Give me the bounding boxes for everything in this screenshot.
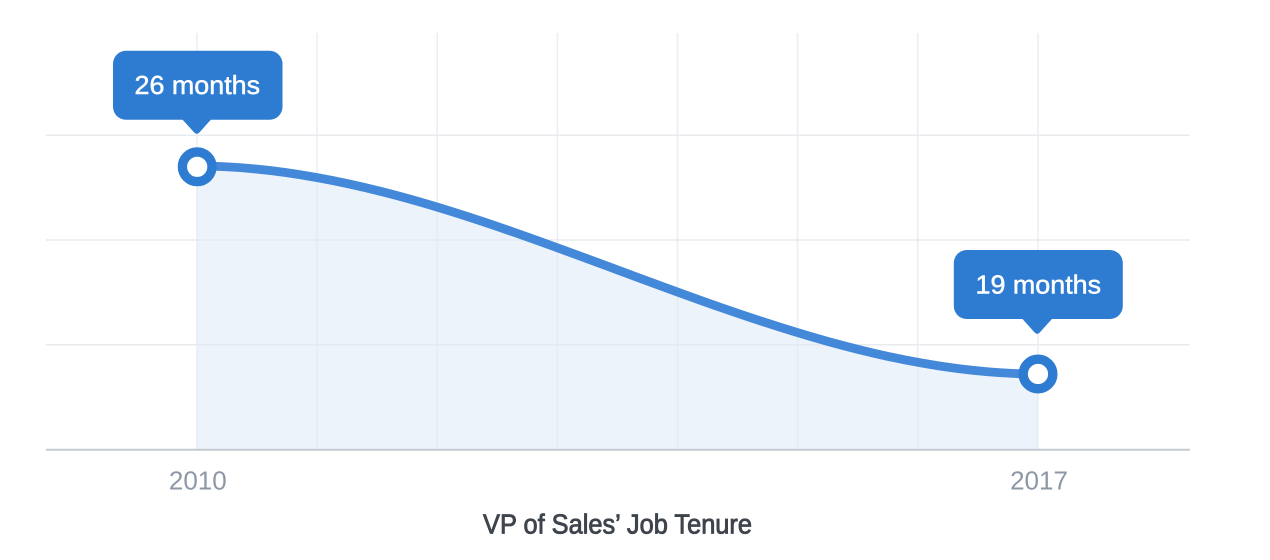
svg-text:19 months: 19 months <box>976 270 1101 299</box>
svg-text:VP of Sales’ Job Tenure: VP of Sales’ Job Tenure <box>483 509 752 540</box>
svg-text:26 months: 26 months <box>135 70 260 99</box>
svg-text:2017: 2017 <box>1010 466 1068 496</box>
svg-text:2010: 2010 <box>169 466 227 496</box>
